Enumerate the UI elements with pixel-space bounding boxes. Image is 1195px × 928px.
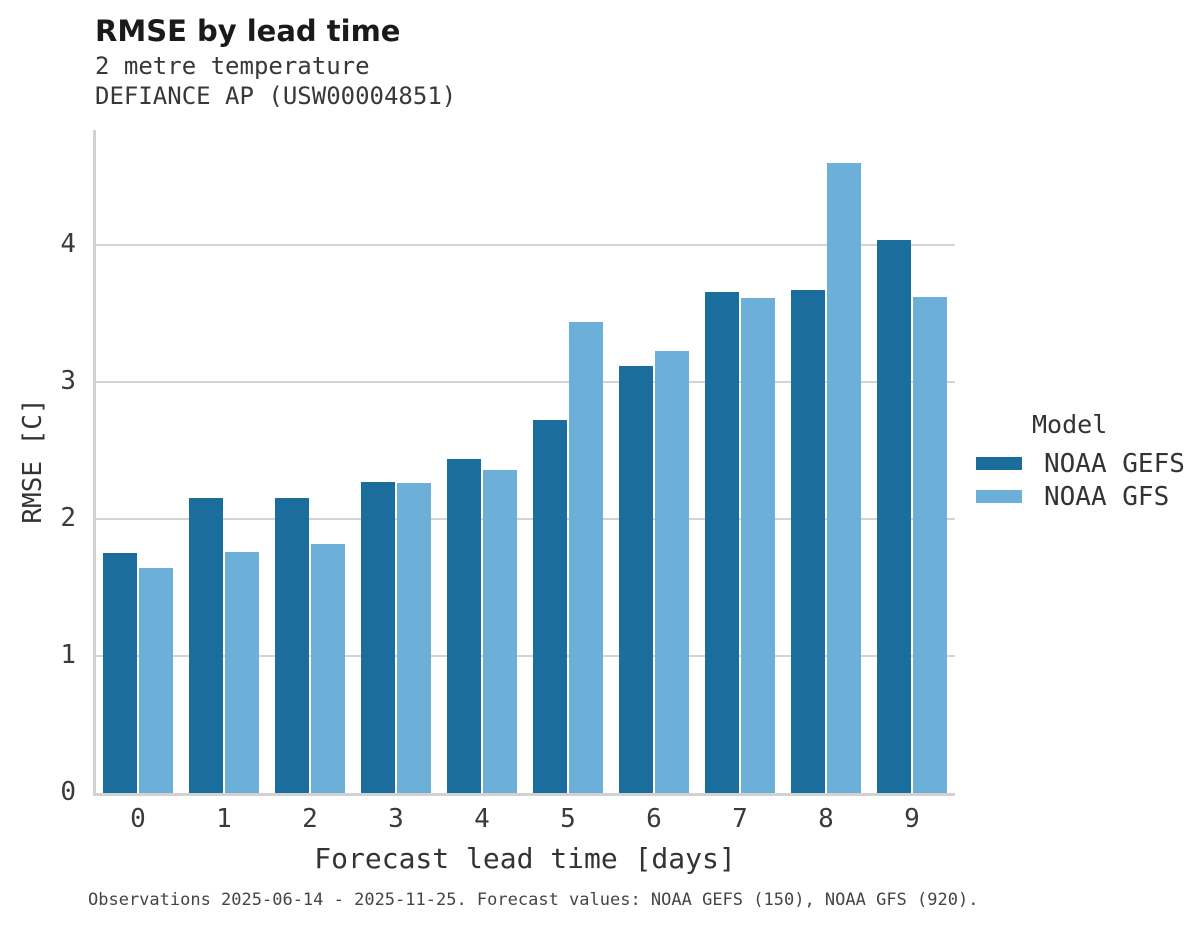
legend-title: Model [1032, 410, 1108, 439]
bar-noaa-gefs-day-1 [189, 498, 223, 793]
bar-noaa-gfs-day-4 [483, 470, 517, 793]
bar-group-day-1 [181, 130, 267, 793]
bar-noaa-gfs-day-7 [741, 298, 775, 793]
bar-noaa-gfs-day-8 [827, 163, 861, 793]
bar-noaa-gfs-day-3 [397, 483, 431, 793]
y-tick-label-1: 1 [60, 639, 76, 670]
y-axis-title: RMSE [C] [18, 398, 48, 524]
x-tick-label-9: 9 [904, 804, 920, 834]
bar-noaa-gefs-day-2 [275, 498, 309, 793]
bar-noaa-gfs-day-9 [913, 297, 947, 793]
bar-group-day-7 [697, 130, 783, 793]
x-axis-title: Forecast lead time [days] [314, 842, 736, 875]
x-tick-label-5: 5 [560, 804, 576, 834]
x-tick-label-8: 8 [818, 804, 834, 834]
bar-group-day-2 [267, 130, 353, 793]
x-tick-label-6: 6 [646, 804, 662, 834]
chart-title: RMSE by lead time [95, 14, 401, 48]
bar-noaa-gefs-day-3 [361, 482, 395, 793]
legend-entry-noaa-gfs: NOAA GFS [976, 480, 1191, 513]
chart-subtitle-station: DEFIANCE AP (USW00004851) [95, 82, 457, 110]
x-tick-label-1: 1 [216, 804, 232, 834]
x-tick-label-2: 2 [302, 804, 318, 834]
bar-group-day-5 [525, 130, 611, 793]
bar-group-day-9 [869, 130, 955, 793]
bar-noaa-gfs-day-2 [311, 544, 345, 793]
bar-noaa-gefs-day-8 [791, 290, 825, 793]
bar-noaa-gfs-day-1 [225, 552, 259, 793]
x-tick-label-0: 0 [130, 804, 146, 834]
y-tick-label-3: 3 [60, 365, 76, 396]
legend-swatch-noaa-gfs [976, 490, 1022, 503]
chart-caption: Observations 2025-06-14 - 2025-11-25. Fo… [88, 890, 979, 910]
y-tick-label-0: 0 [60, 776, 76, 807]
legend-entry-noaa-gefs: NOAA GEFS [976, 447, 1191, 480]
bar-group-day-8 [783, 130, 869, 793]
gridline-y-1 [95, 655, 955, 658]
bar-noaa-gfs-day-5 [569, 322, 603, 793]
bar-noaa-gefs-day-9 [877, 240, 911, 793]
bar-group-day-6 [611, 130, 697, 793]
legend-label-noaa-gefs: NOAA GEFS [1044, 448, 1185, 479]
bar-group-day-4 [439, 130, 525, 793]
x-axis-spine [93, 793, 955, 796]
bar-noaa-gefs-day-6 [619, 366, 653, 793]
bar-noaa-gfs-day-0 [139, 568, 173, 793]
bar-noaa-gefs-day-4 [447, 459, 481, 793]
x-tick-label-7: 7 [732, 804, 748, 834]
gridline-y-3 [95, 381, 955, 384]
gridline-y-2 [95, 518, 955, 521]
chart-subtitle-variable: 2 metre temperature [95, 52, 370, 80]
bar-group-day-3 [353, 130, 439, 793]
y-tick-label-2: 2 [60, 502, 76, 533]
bar-noaa-gfs-day-6 [655, 351, 689, 793]
plot-area [93, 130, 955, 796]
x-tick-label-3: 3 [388, 804, 404, 834]
legend-swatch-noaa-gefs [976, 457, 1022, 470]
bar-noaa-gefs-day-5 [533, 420, 567, 793]
y-axis-spine [93, 130, 96, 796]
legend-label-noaa-gfs: NOAA GFS [1044, 481, 1170, 512]
y-tick-label-4: 4 [60, 228, 76, 259]
bar-noaa-gefs-day-7 [705, 292, 739, 793]
gridline-y-4 [95, 244, 955, 247]
bar-group-day-0 [95, 130, 181, 793]
bar-noaa-gefs-day-0 [103, 553, 137, 793]
legend: Model NOAA GEFS NOAA GFS [976, 410, 1191, 513]
x-tick-label-4: 4 [474, 804, 490, 834]
